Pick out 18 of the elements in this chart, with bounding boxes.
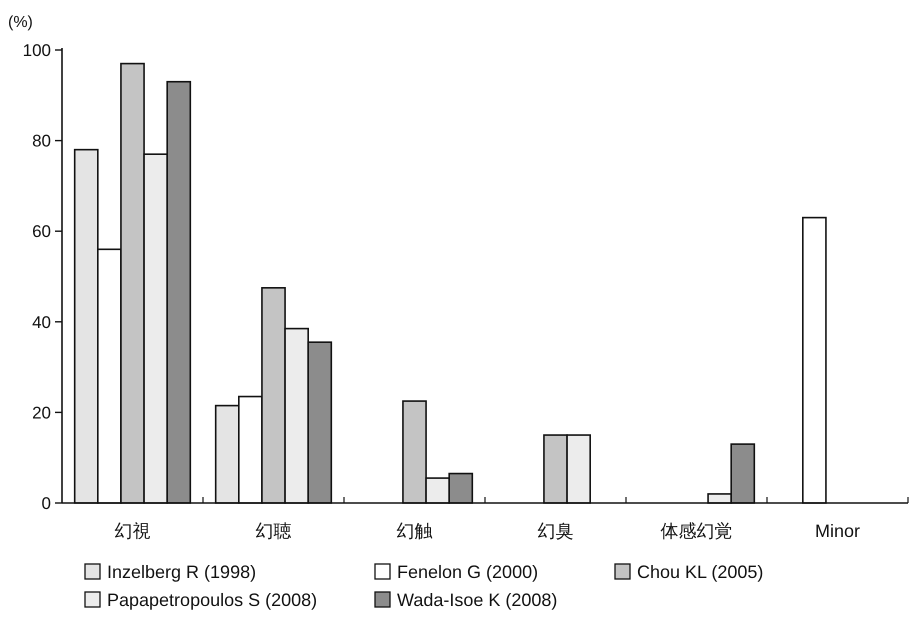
y-axis-title: (%) [8,14,33,31]
y-tick-label: 80 [32,132,51,151]
x-tick-label: Minor [814,521,860,541]
x-tick-label: 体感幻覚 [660,521,732,541]
legend-label: Wada-Isoe K (2008) [397,590,558,610]
legend-label: Fenelon G (2000) [397,562,538,582]
x-tick-label: 幻視 [114,521,150,541]
y-tick-label: 100 [22,41,51,60]
legend-label: Papapetropoulos S (2008) [107,590,318,610]
x-tick-label: 幻聴 [256,521,292,541]
x-tick-label: 幻臭 [538,521,574,541]
y-tick-label: 40 [32,312,51,332]
legend-label: Inzelberg R (1998) [107,562,256,582]
y-tick-label: 0 [42,494,51,513]
y-tick-label: 60 [32,222,51,242]
x-tick-label: 幻触 [396,521,432,541]
y-tick-label: 20 [32,403,51,422]
legend-label: Chou KL (2005) [637,562,764,582]
